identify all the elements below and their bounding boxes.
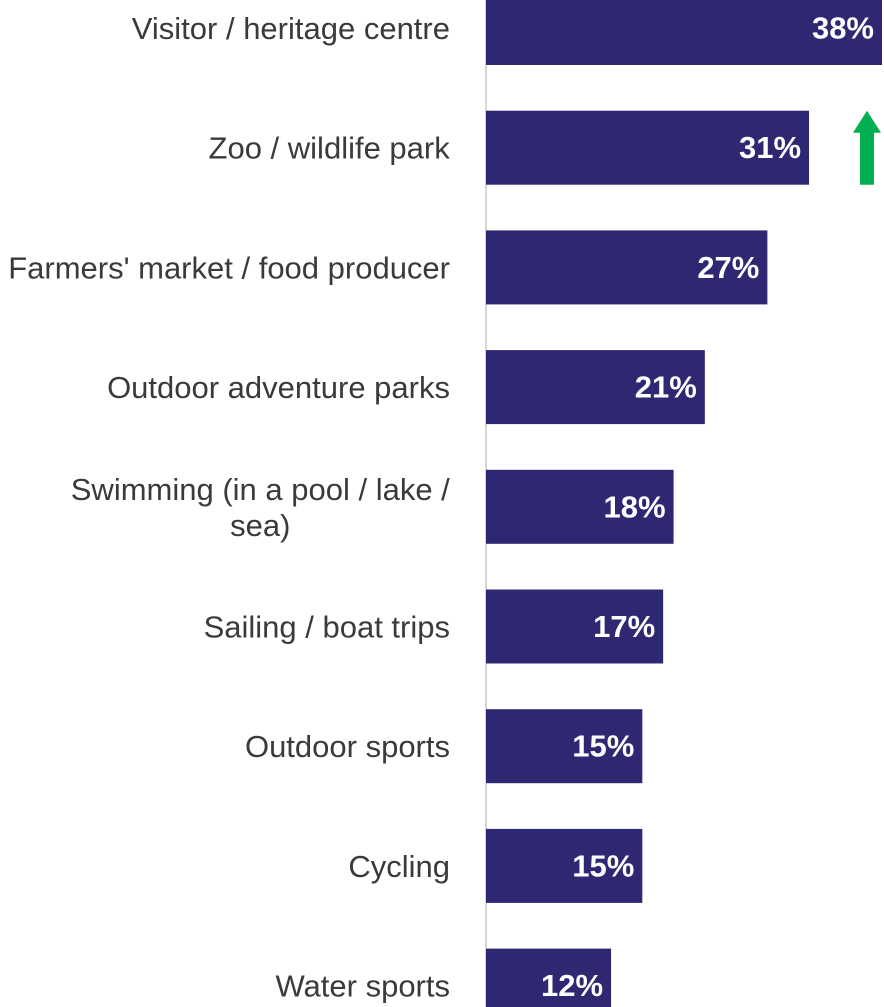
category-label-visitor-heritage-centre: Visitor / heritage centre xyxy=(132,11,450,46)
value-label-outdoor-sports: 15% xyxy=(572,729,634,764)
value-label-zoo-wildlife-park: 31% xyxy=(739,130,801,165)
category-label-farmers-market-food-producer: Farmers' market / food producer xyxy=(8,250,450,285)
bar-cycling xyxy=(486,828,643,903)
value-label-cycling: 15% xyxy=(572,848,634,883)
category-label-swimming-in-a-pool-lake-sea: Swimming (in a pool / lake / sea) xyxy=(71,471,450,542)
category-label-outdoor-adventure-parks: Outdoor adventure parks xyxy=(107,370,450,405)
value-label-swimming-in-a-pool-lake-sea: 18% xyxy=(604,489,666,524)
category-label-outdoor-sports: Outdoor sports xyxy=(245,729,450,764)
bar-outdoor-adventure-parks xyxy=(486,350,705,425)
value-label-water-sports: 12% xyxy=(541,968,603,1003)
bar-visitor-heritage-centre xyxy=(486,0,882,65)
category-label-water-sports: Water sports xyxy=(275,968,450,1003)
bar-sailing-boat-trips xyxy=(486,589,664,664)
value-label-outdoor-adventure-parks: 21% xyxy=(635,370,697,405)
category-label-cycling: Cycling xyxy=(348,848,450,883)
value-label-sailing-boat-trips: 17% xyxy=(593,609,655,644)
bars-layer: 38% 31% 27% 21% 18% 17% 15% 15% 12% xyxy=(486,0,882,1007)
category-labels-layer: Visitor / heritage centre Zoo / wildlife … xyxy=(8,11,450,1004)
value-label-visitor-heritage-centre: 38% xyxy=(812,11,874,46)
bar-swimming-in-a-pool-lake-sea xyxy=(486,469,674,544)
up-arrow-icon xyxy=(853,110,881,185)
annotation-layer xyxy=(853,110,881,185)
bar-zoo-wildlife-park xyxy=(486,110,810,185)
bar-outdoor-sports xyxy=(486,709,643,784)
bar-water-sports xyxy=(486,948,612,1007)
category-label-sailing-boat-trips: Sailing / boat trips xyxy=(204,609,450,644)
bar-farmers-market-food-producer xyxy=(486,230,768,305)
value-label-farmers-market-food-producer: 27% xyxy=(697,250,759,285)
category-label-zoo-wildlife-park: Zoo / wildlife park xyxy=(209,130,451,165)
